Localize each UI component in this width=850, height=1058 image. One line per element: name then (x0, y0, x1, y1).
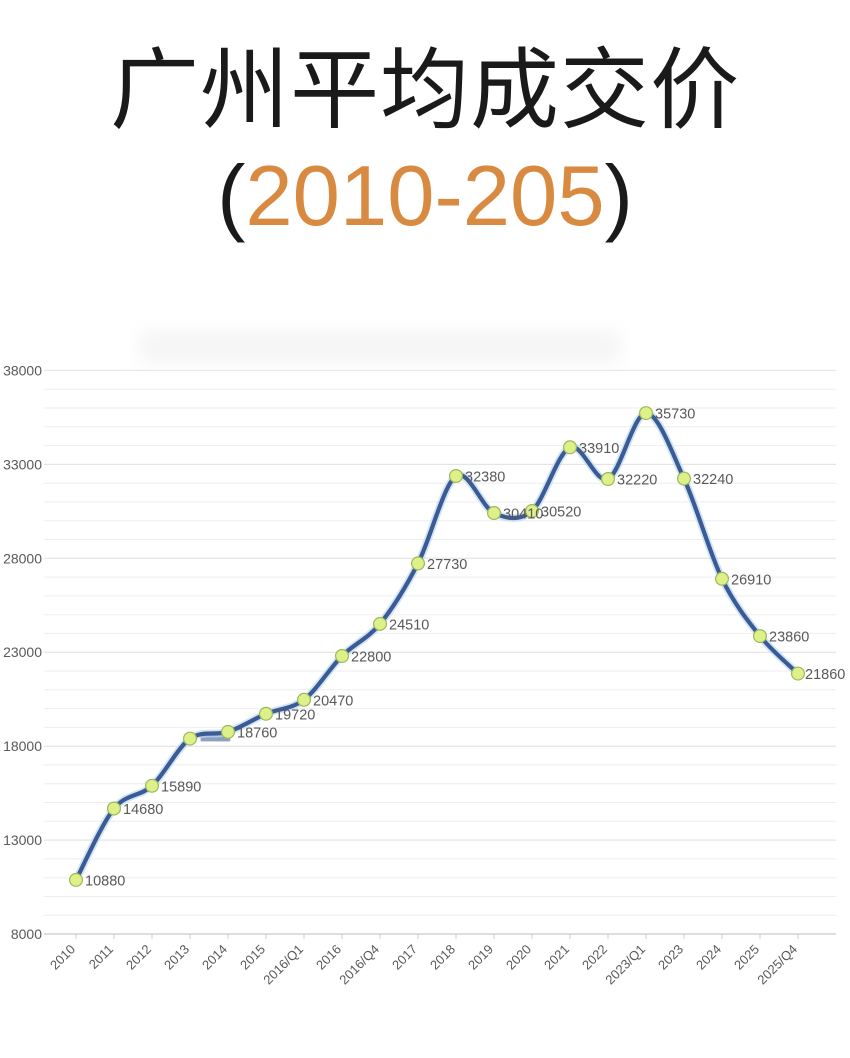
svg-text:2013: 2013 (161, 942, 192, 973)
svg-text:2016/Q1: 2016/Q1 (260, 942, 306, 988)
svg-text:13000: 13000 (3, 832, 42, 848)
svg-text:38000: 38000 (3, 362, 42, 378)
svg-text:33000: 33000 (3, 456, 42, 472)
svg-text:28000: 28000 (3, 550, 42, 566)
svg-text:2010: 2010 (47, 942, 78, 973)
svg-text:20470: 20470 (313, 693, 353, 709)
svg-text:19720: 19720 (275, 707, 315, 723)
svg-text:2017: 2017 (389, 942, 420, 973)
svg-text:21860: 21860 (805, 667, 845, 683)
svg-text:2016/Q4: 2016/Q4 (336, 942, 382, 988)
svg-text:33910: 33910 (579, 441, 619, 457)
svg-text:2020: 2020 (503, 942, 534, 973)
svg-text:18000: 18000 (3, 738, 42, 754)
svg-text:2019: 2019 (465, 942, 496, 973)
svg-text:2024: 2024 (693, 942, 724, 973)
svg-text:2016: 2016 (313, 942, 344, 973)
svg-text:14680: 14680 (123, 802, 163, 818)
svg-text:32240: 32240 (693, 472, 733, 488)
svg-text:2025: 2025 (731, 942, 762, 973)
svg-text:2015: 2015 (237, 942, 268, 973)
svg-text:32380: 32380 (465, 470, 505, 486)
svg-text:2023: 2023 (655, 942, 686, 973)
svg-text:32220: 32220 (617, 473, 657, 489)
svg-text:30410: 30410 (503, 507, 543, 523)
svg-text:22800: 22800 (351, 650, 391, 666)
svg-text:2022: 2022 (579, 942, 610, 973)
svg-text:8000: 8000 (11, 926, 42, 942)
svg-text:2014: 2014 (199, 942, 230, 973)
svg-text:15890: 15890 (161, 779, 201, 795)
svg-text:30520: 30520 (541, 505, 581, 521)
svg-text:26910: 26910 (731, 572, 771, 588)
svg-text:10880: 10880 (85, 873, 125, 889)
svg-text:18760: 18760 (237, 725, 277, 741)
svg-text:23860: 23860 (769, 630, 809, 646)
svg-text:2023/Q1: 2023/Q1 (602, 942, 648, 988)
svg-text:27730: 27730 (427, 557, 467, 573)
svg-text:24510: 24510 (389, 617, 429, 633)
svg-text:23000: 23000 (3, 644, 42, 660)
svg-text:2021: 2021 (541, 942, 572, 973)
svg-text:2012: 2012 (123, 942, 154, 973)
svg-text:2011: 2011 (86, 942, 116, 972)
svg-text:35730: 35730 (655, 407, 695, 423)
svg-text:2025/Q4: 2025/Q4 (754, 942, 800, 988)
svg-text:2018: 2018 (427, 942, 458, 973)
